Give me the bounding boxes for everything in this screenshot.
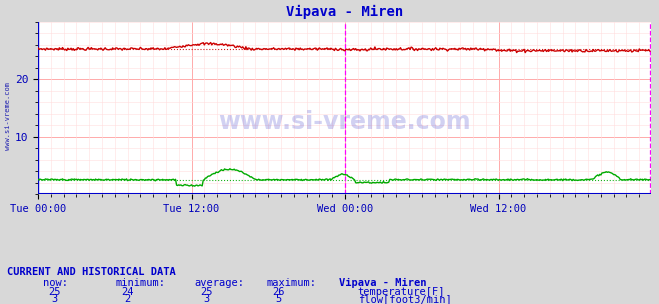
Text: flow[foot3/min]: flow[foot3/min]	[358, 295, 451, 304]
Text: CURRENT AND HISTORICAL DATA: CURRENT AND HISTORICAL DATA	[7, 267, 175, 277]
Text: average:: average:	[194, 278, 244, 288]
Text: temperature[F]: temperature[F]	[358, 287, 445, 297]
Text: www.si-vreme.com: www.si-vreme.com	[218, 110, 471, 134]
Text: maximum:: maximum:	[267, 278, 317, 288]
Text: minimum:: minimum:	[115, 278, 165, 288]
Text: 5: 5	[275, 295, 282, 304]
Text: Vipava - Miren: Vipava - Miren	[339, 278, 427, 288]
Text: 25: 25	[49, 287, 61, 297]
Text: 3: 3	[203, 295, 210, 304]
Text: now:: now:	[43, 278, 68, 288]
Text: 25: 25	[200, 287, 212, 297]
Text: 26: 26	[273, 287, 285, 297]
Title: Vipava - Miren: Vipava - Miren	[286, 5, 403, 19]
Text: 3: 3	[51, 295, 58, 304]
Text: 24: 24	[121, 287, 133, 297]
Text: 2: 2	[124, 295, 130, 304]
Text: www.si-vreme.com: www.si-vreme.com	[5, 81, 11, 150]
